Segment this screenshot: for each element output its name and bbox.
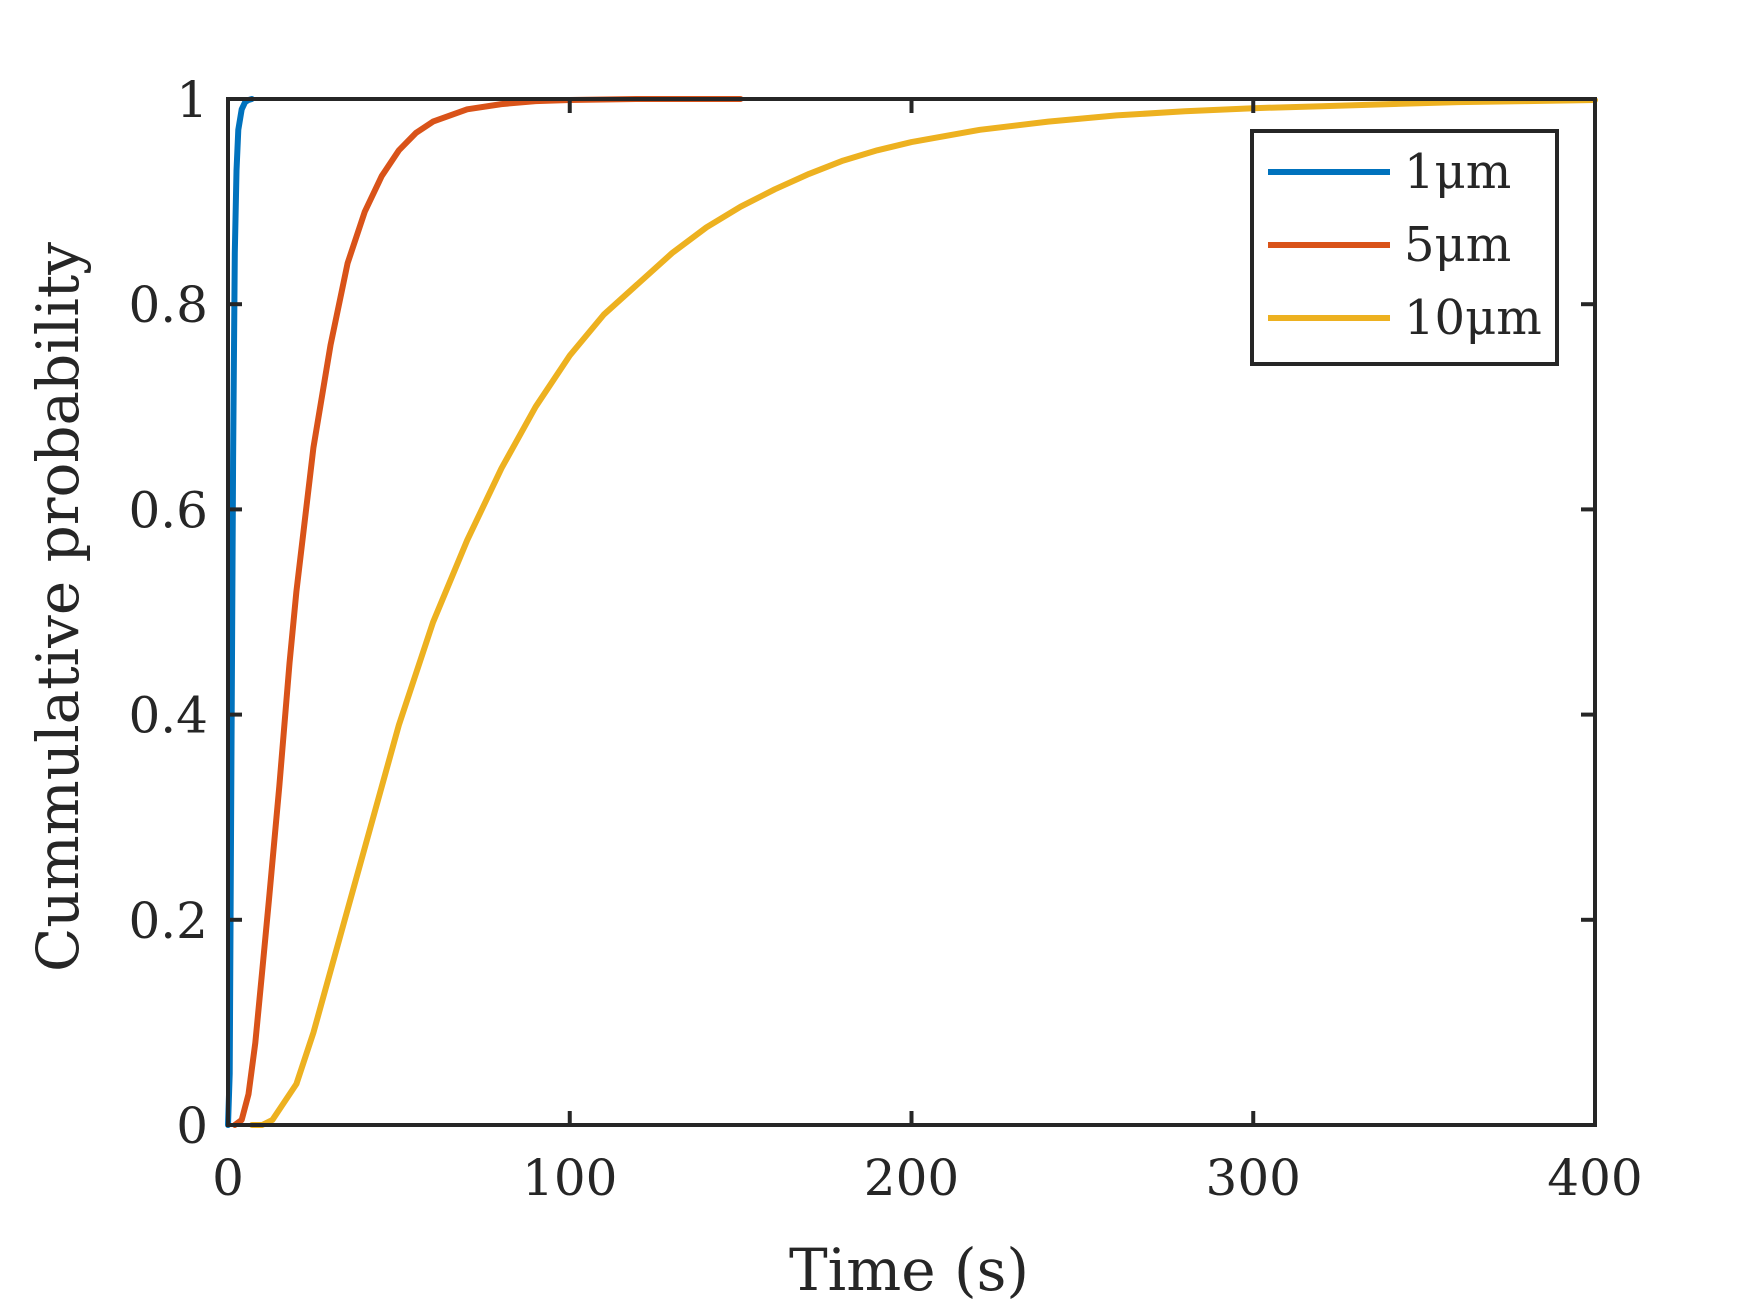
y-axis-label: Cummulative probability [24, 242, 92, 972]
y-tick-label: 0.6 [128, 481, 208, 539]
legend: 1μm 5μm 10μm [1250, 129, 1559, 366]
y-tick-label: 1 [176, 71, 208, 129]
x-tick-label: 400 [1547, 1149, 1642, 1207]
y-tick-label: 0.2 [128, 892, 208, 950]
x-tick-label: 0 [212, 1149, 244, 1207]
tick-layer: 0 100 200 300 400 0 0.2 0.4 0.6 0.8 1 [128, 71, 1642, 1207]
series-line-3 [248, 97, 1598, 1128]
y-tick-label: 0 [176, 1097, 208, 1155]
series-line-1 [225, 96, 255, 1128]
legend-label-2: 5μm [1404, 217, 1511, 273]
x-tick-label: 100 [522, 1149, 617, 1207]
legend-label-3: 10μm [1404, 290, 1542, 346]
legend-items: 1μm 5μm 10μm [1268, 144, 1542, 346]
y-tick-label: 0.8 [128, 276, 208, 334]
x-tick-label: 300 [1206, 1149, 1301, 1207]
y-tick-label: 0.4 [128, 687, 208, 745]
series-layer [225, 96, 1598, 1128]
x-axis-label: Time (s) [789, 1236, 1029, 1304]
legend-label-1: 1μm [1404, 144, 1511, 200]
x-tick-label: 200 [864, 1149, 959, 1207]
series-line-2 [231, 96, 744, 1128]
